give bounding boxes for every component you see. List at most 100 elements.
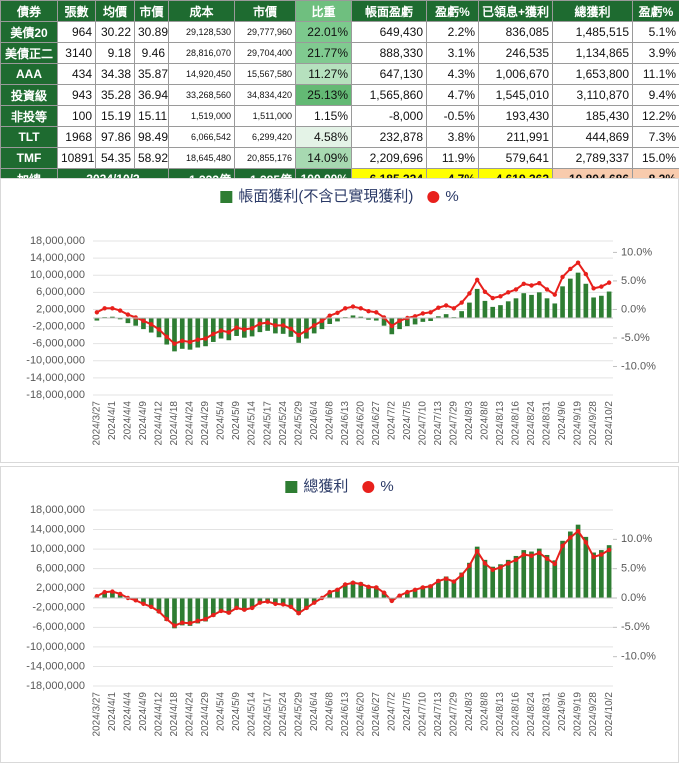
x-tick-label: 2024/6/4 (309, 401, 320, 440)
table-cell: 964 (57, 21, 96, 43)
table-cell: 246,535 (478, 42, 553, 64)
bar (436, 579, 441, 598)
bar (327, 591, 333, 598)
line-marker (513, 557, 519, 563)
x-tick-label: 2024/7/5 (402, 401, 413, 440)
bar (187, 318, 193, 350)
legend: 帳面獲利(不含已實現獲利)% (220, 187, 459, 205)
table-cell: 25.13% (295, 84, 352, 106)
x-tick-label: 2024/8/24 (526, 401, 537, 446)
bar (203, 598, 208, 622)
bar (513, 555, 519, 598)
bar (141, 318, 146, 330)
line-marker (211, 612, 216, 618)
chart-book-profit: -18,000,000 -14,000,000 -10,000,000 -6,000,… (0, 178, 679, 463)
y-tick-label: 14,000,000 (30, 252, 85, 264)
line-marker (599, 552, 604, 557)
table-cell: 9.18 (95, 42, 135, 64)
legend-label: % (380, 478, 393, 495)
x-tick-label: 2024/7/29 (449, 692, 460, 737)
bar (405, 318, 410, 327)
bar (218, 318, 224, 339)
line-marker (203, 616, 208, 622)
line-marker (343, 306, 348, 311)
bar (110, 591, 115, 598)
x-tick-label: 2024/5/9 (231, 401, 242, 440)
y2-tick-label: -5.0% (621, 621, 650, 633)
line-marker (498, 294, 503, 299)
table-cell: 11.27% (295, 63, 352, 85)
line-marker (606, 280, 612, 285)
table-cell: 15.0% (632, 147, 679, 169)
table-cell: 54.35 (95, 147, 135, 169)
line-marker (257, 600, 263, 605)
line-marker (311, 600, 317, 605)
line-marker (319, 318, 325, 324)
table-cell: 30.89 (134, 21, 169, 43)
bar (133, 318, 139, 326)
bar (467, 562, 472, 598)
line-marker (513, 287, 519, 292)
bar (583, 536, 589, 598)
bar (117, 318, 123, 320)
x-tick-label: 2024/8/31 (542, 692, 553, 737)
bar (397, 318, 402, 330)
bar (210, 318, 216, 342)
line-marker (436, 578, 441, 584)
legend-swatch (285, 481, 298, 493)
table-cell: 35.87 (134, 63, 169, 85)
line-marker (110, 306, 115, 311)
x-tick-label: 2024/4/12 (154, 401, 165, 446)
column-header: 成本 (168, 0, 235, 22)
y-tick-label: 6,000,000 (36, 563, 85, 575)
bar (451, 579, 457, 598)
line-marker (606, 547, 612, 553)
table-cell: 2,789,337 (552, 147, 633, 169)
bar (412, 589, 418, 598)
line-marker (125, 312, 131, 317)
bar (560, 286, 565, 318)
y2-tick-label: -10.0% (621, 651, 656, 663)
x-tick-label: 2024/8/31 (542, 401, 553, 446)
bar (420, 586, 426, 598)
line-marker (537, 550, 542, 556)
table-cell: 4.58% (295, 126, 352, 148)
line-marker (149, 322, 154, 327)
y2-tick-label: 5.0% (621, 275, 646, 287)
table-cell: 1,545,010 (478, 84, 553, 106)
bar (583, 283, 589, 318)
bar (544, 554, 550, 598)
table-cell: 20,855,176 (234, 147, 296, 169)
line-marker (327, 589, 332, 595)
line-marker (296, 332, 301, 338)
bar (560, 540, 565, 598)
table-cell: 22.01% (295, 21, 352, 43)
bar (164, 598, 170, 621)
line-marker (358, 581, 363, 587)
bar (428, 584, 433, 598)
table-cell: 4.7% (426, 84, 479, 106)
line-marker (242, 607, 247, 612)
table-row: 投資級 943 35.28 36.94 33,268,560 34,834,420 25.1… (0, 84, 679, 106)
bar (474, 288, 480, 318)
line-marker (583, 271, 589, 277)
bar (544, 298, 550, 318)
bar (280, 598, 286, 605)
y-tick-label: 2,000,000 (36, 303, 85, 315)
bar (381, 318, 387, 326)
bar (327, 318, 333, 324)
line-marker (288, 326, 294, 332)
bar (575, 524, 581, 598)
table-cell: 3,110,870 (552, 84, 633, 106)
column-header: 市價 (134, 0, 169, 22)
bar (373, 586, 379, 598)
bond-name: 美債正二 (0, 42, 58, 64)
column-header: 已領息+獲利 (478, 0, 553, 22)
table-cell: 14,920,450 (168, 63, 235, 85)
line-marker (443, 576, 449, 581)
line-marker (257, 321, 263, 326)
line-marker (568, 266, 573, 272)
line-marker (343, 582, 348, 587)
bar (428, 318, 433, 321)
line-marker (304, 328, 309, 333)
